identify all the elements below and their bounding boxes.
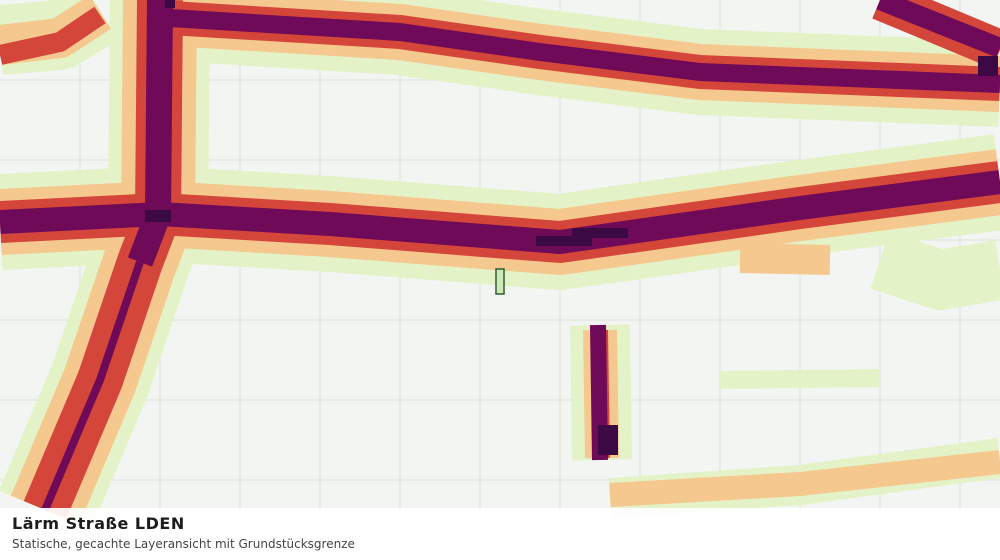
layer-subtitle: Statische, gecachte Layeransicht mit Gru… bbox=[12, 537, 355, 551]
caption-bar: Lärm Straße LDEN Statische, gecachte Lay… bbox=[0, 508, 1000, 560]
noise-zone-max bbox=[145, 0, 998, 455]
layer-title: Lärm Straße LDEN bbox=[12, 514, 185, 533]
parcel-boundary bbox=[495, 268, 505, 295]
